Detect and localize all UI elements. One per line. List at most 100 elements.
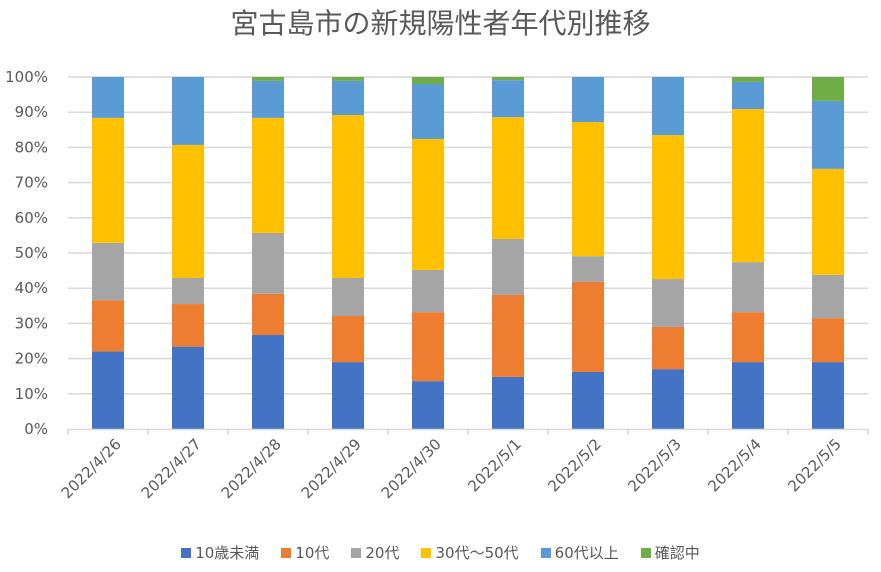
bar-segment	[252, 80, 284, 118]
bar-segment	[332, 362, 364, 429]
y-tick-label: 90%	[15, 103, 48, 121]
bar-segment	[572, 77, 604, 123]
bar-segment	[92, 242, 124, 301]
bar-stack	[172, 77, 204, 429]
y-tick-label: 70%	[15, 174, 48, 192]
bar-segment	[172, 304, 204, 347]
x-tick-label: 2022/5/2	[544, 435, 604, 495]
bar-segment	[332, 277, 364, 317]
bar-segment	[332, 80, 364, 116]
bar-segment	[92, 117, 124, 243]
bar-segment	[92, 77, 124, 118]
bar-segment	[252, 117, 284, 233]
x-tick-label: 2022/5/1	[464, 435, 524, 495]
bar-segment	[812, 100, 844, 169]
legend-item: 10代	[281, 542, 329, 563]
bar-segment	[812, 168, 844, 275]
legend-swatch	[281, 547, 292, 558]
legend-item: 60代以上	[540, 542, 619, 563]
bar-stack	[252, 77, 284, 429]
bar-segment	[572, 281, 604, 372]
y-tick-label: 60%	[15, 209, 48, 227]
legend-item: 20代	[351, 542, 399, 563]
y-tick-label: 10%	[15, 385, 48, 403]
bar-stack	[572, 77, 604, 429]
bar-segment	[332, 115, 364, 278]
chart-plot: 0% 10% 20% 30% 40% 50% 60% 70% 80% 90% 100% 2022/4…	[5, 68, 869, 502]
legend-label: 60代以上	[554, 544, 619, 562]
chart-title: 宮古島市の新規陽性者年代別推移	[230, 7, 651, 40]
bar-segment	[572, 371, 604, 429]
y-axis-ticks: 0% 10% 20% 30% 40% 50% 60% 70% 80% 90% 100%	[5, 68, 48, 438]
x-tick-label: 2022/5/4	[704, 435, 764, 495]
bar-segment	[412, 312, 444, 382]
bar-segment	[412, 84, 444, 139]
bar-segment	[172, 77, 204, 145]
bar-segment	[172, 346, 204, 429]
bar-segment	[412, 77, 444, 85]
bar-segment	[252, 293, 284, 336]
bar-segment	[732, 362, 764, 429]
bar-segment	[652, 77, 684, 136]
bar-segment	[732, 81, 764, 110]
x-tick-label: 2022/4/30	[378, 435, 445, 502]
y-tick-label: 20%	[15, 350, 48, 368]
bar-segment	[812, 274, 844, 319]
bar-segment	[732, 262, 764, 313]
bar-segment	[572, 256, 604, 282]
bar-segment	[812, 318, 844, 363]
legend: 10歳未満 10代 20代 30代～50代 60代以上 確認中	[0, 542, 881, 563]
legend-swatch	[351, 547, 362, 558]
x-tick-label: 2022/4/26	[58, 435, 125, 502]
legend-item: 10歳未満	[181, 542, 259, 563]
x-tick-label: 2022/5/5	[784, 435, 844, 495]
bar-segment	[92, 351, 124, 429]
bar-segment	[732, 312, 764, 363]
bar-stack	[652, 77, 684, 429]
bar-stack	[732, 77, 764, 429]
bar-segment	[332, 77, 364, 81]
bar-segment	[492, 77, 524, 81]
legend-swatch	[540, 547, 551, 558]
bar-stack	[332, 77, 364, 429]
legend-label: 10歳未満	[195, 544, 260, 562]
bar-segment	[172, 277, 204, 305]
bar-segment	[172, 144, 204, 278]
x-tick-label: 2022/5/3	[624, 435, 684, 495]
bar-segment	[812, 362, 844, 429]
bar-segment	[732, 109, 764, 263]
y-tick-label: 100%	[5, 68, 48, 86]
bar-segment	[492, 117, 524, 239]
x-tick-label: 2022/4/27	[138, 435, 205, 502]
bar-segment	[412, 381, 444, 429]
bars	[92, 77, 844, 429]
bar-segment	[332, 316, 364, 363]
legend-label: 20代	[365, 544, 400, 562]
x-tick-label: 2022/4/28	[218, 435, 285, 502]
bar-segment	[652, 279, 684, 327]
bar-segment	[572, 122, 604, 257]
bar-segment	[92, 300, 124, 352]
legend-label: 30代～50代	[435, 544, 519, 562]
legend-label: 確認中	[654, 544, 700, 562]
legend-swatch	[640, 547, 651, 558]
bar-stack	[492, 77, 524, 429]
bar-segment	[492, 238, 524, 295]
bar-segment	[252, 335, 284, 429]
legend-label: 10代	[295, 544, 330, 562]
bar-segment	[412, 269, 444, 313]
legend-item: 確認中	[640, 542, 700, 563]
x-tick-label: 2022/4/29	[298, 435, 365, 502]
bar-segment	[652, 369, 684, 429]
y-tick-label: 50%	[15, 244, 48, 262]
y-tick-label: 0%	[24, 420, 48, 438]
bar-stack	[92, 77, 124, 429]
y-tick-label: 30%	[15, 314, 48, 332]
x-axis	[67, 428, 869, 435]
bar-segment	[732, 77, 764, 82]
bar-segment	[252, 77, 284, 81]
bar-stack	[812, 77, 844, 429]
y-tick-label: 40%	[15, 279, 48, 297]
bar-segment	[252, 232, 284, 294]
bar-segment	[492, 80, 524, 118]
